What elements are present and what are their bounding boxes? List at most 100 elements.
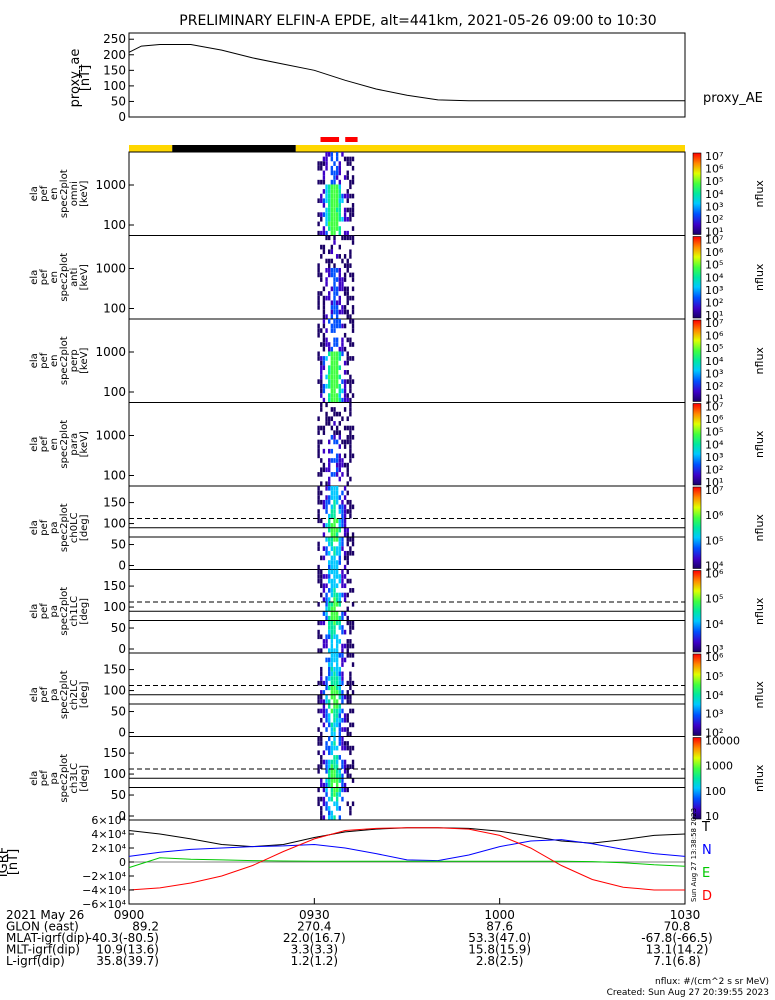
spectrogram-pixel xyxy=(317,263,320,268)
spectrogram-pixel xyxy=(335,309,339,315)
spectrogram-pixel xyxy=(346,235,349,241)
spectrogram-pixel xyxy=(346,207,349,213)
spectrogram-pixel xyxy=(333,319,336,324)
colorbar-tick-label: 10⁶ xyxy=(705,413,724,426)
spectrogram-pixel xyxy=(341,513,344,519)
spectrogram-pixel xyxy=(317,272,320,278)
spectrogram-pixel xyxy=(328,203,331,208)
colorbar-tick-label: 10⁴ xyxy=(705,689,724,702)
spectrogram-pixel xyxy=(317,267,320,273)
colorbar-tick-label: 10⁴ xyxy=(705,560,724,573)
spectrogram-pixel xyxy=(338,254,341,259)
spectrogram-pixel xyxy=(333,597,336,602)
spectrogram-pixel xyxy=(330,527,334,533)
spectrogram-pixel xyxy=(328,351,331,357)
spectrogram-pixel xyxy=(333,295,336,301)
spectrogram-pixel xyxy=(325,611,328,616)
spectrogram-pixel xyxy=(328,615,331,621)
spectrogram-pixel xyxy=(328,379,331,384)
spectrogram-pixel xyxy=(330,374,334,380)
spectrogram-pixel xyxy=(322,332,326,338)
spectrogram-pixel xyxy=(343,309,347,315)
units-note: nflux: #/(cm^2 s sr MeV) xyxy=(655,977,769,987)
spectrogram-pixel xyxy=(346,764,349,769)
spectrogram-pixel xyxy=(325,235,328,241)
colorbar-label: nflux xyxy=(753,514,766,542)
spectrogram-pixel xyxy=(346,337,349,343)
status-bar-segment xyxy=(172,145,296,152)
spectrogram-pixel xyxy=(335,666,339,672)
spectrogram-pixel xyxy=(325,583,328,589)
ephemeris-value: 2.8(2.5) xyxy=(476,954,524,968)
spectrogram-pixel xyxy=(335,267,339,273)
spectrogram-pixel xyxy=(328,588,331,593)
spectrogram-pixel xyxy=(335,184,339,190)
spectrogram-pixel xyxy=(341,439,344,445)
spectrogram-pixel xyxy=(330,523,334,528)
spectrogram-pixel xyxy=(317,472,320,477)
ephemeris-value: 89.2 xyxy=(132,920,159,934)
spectrogram-pixel xyxy=(333,704,336,709)
spectrogram-pixel xyxy=(322,226,326,231)
spectrogram-pixel xyxy=(317,425,320,431)
spectrogram-pixel xyxy=(343,462,347,468)
spectrogram-pixel xyxy=(341,778,344,783)
spectrogram-pixel xyxy=(320,481,323,486)
spectrogram-pixel xyxy=(338,704,341,709)
spectrogram-pixel xyxy=(346,592,349,598)
spectrogram-pixel xyxy=(335,300,339,306)
spectrogram-pixel xyxy=(330,537,334,542)
spectrogram-pixel xyxy=(333,518,336,524)
spectrogram-pixel xyxy=(351,550,355,556)
proxy-ae-ytick-label: 50 xyxy=(111,94,126,108)
spectrogram-pixel xyxy=(343,527,347,533)
spectrogram-pixel xyxy=(335,768,339,774)
spectrogram-pixel xyxy=(338,601,341,607)
colorbar-label: nflux xyxy=(753,681,766,709)
spectrogram-pixel xyxy=(333,184,336,190)
spectrogram-pixel xyxy=(333,741,336,746)
spectrogram-pixel xyxy=(338,207,341,213)
spectrogram-pixel xyxy=(349,578,352,584)
spectrogram-pixel xyxy=(333,560,336,565)
spectrogram-pixel xyxy=(346,258,349,264)
ytick-label: 50 xyxy=(111,788,126,802)
spectrogram-pixel xyxy=(341,323,344,329)
spectrogram-pixel xyxy=(343,782,347,788)
proxy-ae-series-line xyxy=(128,44,685,102)
spectrogram-pixel xyxy=(338,295,341,301)
spectrogram-pixel xyxy=(351,801,355,807)
spectrogram-pixel xyxy=(325,806,328,811)
spectrogram-pixel xyxy=(335,778,339,783)
colorbar xyxy=(692,653,702,736)
ephemeris-value: 0900 xyxy=(114,908,145,922)
spectrogram-pixel xyxy=(333,216,336,222)
spectrogram-pixel xyxy=(330,694,334,700)
spectrogram-pixel xyxy=(328,620,331,626)
spectrogram-pixel xyxy=(338,815,341,820)
spectrogram-pixel xyxy=(322,583,326,589)
spectrogram-pixel xyxy=(351,453,355,459)
spectrogram-pixel xyxy=(320,342,323,347)
spectrogram-pixel xyxy=(351,356,355,361)
colorbar-label: nflux xyxy=(753,764,766,792)
spectrogram-pixel xyxy=(346,434,349,440)
spectrogram-pixel xyxy=(317,694,320,700)
spectrogram-pixel xyxy=(322,244,326,250)
spectrogram-pixel xyxy=(322,309,326,315)
spectrogram-pixel xyxy=(346,351,349,357)
spectrogram-pixel xyxy=(338,161,341,166)
spectrogram-pixel xyxy=(330,504,334,510)
spectrogram-pixel xyxy=(343,787,347,793)
spectrogram-pixel xyxy=(330,448,334,454)
spectrogram-pixel xyxy=(330,221,334,227)
spectrogram-pixel xyxy=(330,592,334,598)
spectrogram-pixel xyxy=(335,745,339,751)
spectrogram-pixel xyxy=(328,574,331,579)
spectrogram-pixel xyxy=(333,356,336,361)
spectrogram-pixel xyxy=(335,796,339,802)
spectrogram-pixel xyxy=(346,537,349,542)
spectrogram-pixel xyxy=(328,226,331,231)
spectrogram-pixel xyxy=(341,694,344,700)
spectrogram-pixel xyxy=(343,397,347,403)
